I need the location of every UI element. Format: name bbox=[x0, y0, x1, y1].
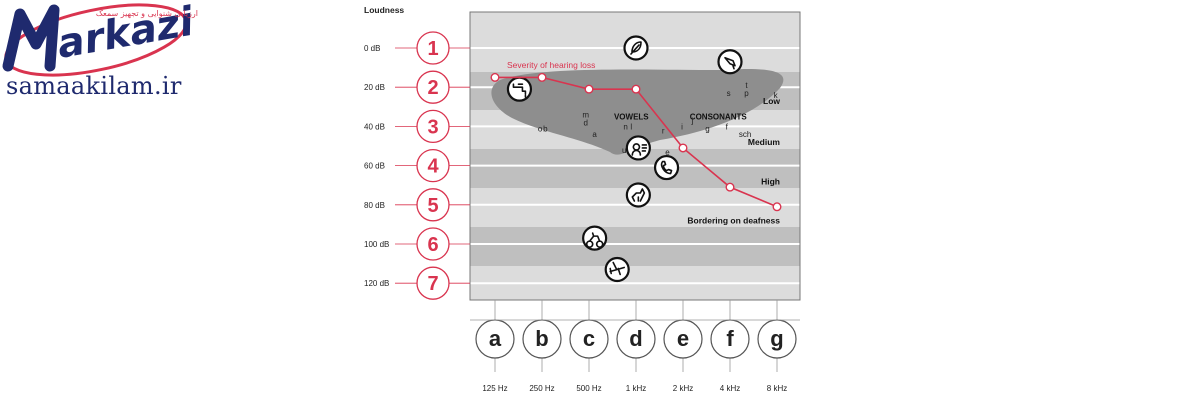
y-number-circle bbox=[416, 266, 450, 300]
dog-icon-glyph bbox=[631, 188, 646, 202]
y-tick-label: 120 dB bbox=[364, 279, 389, 288]
phoneme: t bbox=[745, 81, 748, 90]
y-number-circle bbox=[416, 31, 450, 65]
x-letter: c bbox=[583, 326, 595, 351]
faucet-icon bbox=[506, 76, 533, 102]
degree-label: Medium bbox=[748, 137, 781, 147]
phoneme: n bbox=[623, 122, 627, 131]
phoneme: s bbox=[727, 89, 731, 98]
dog-icon bbox=[625, 182, 651, 208]
phoneme: l bbox=[630, 122, 632, 131]
y-number-circle bbox=[416, 70, 450, 104]
hearing-loss-point bbox=[725, 182, 735, 192]
bird-icon bbox=[717, 49, 743, 75]
telephone-icon-ring bbox=[653, 154, 680, 181]
x-tick-label: 1 kHz bbox=[626, 384, 646, 393]
plot-frame bbox=[469, 11, 801, 301]
phoneme: g bbox=[705, 124, 709, 133]
motorcycle-icon-ring bbox=[582, 225, 608, 251]
x-letter: f bbox=[726, 326, 734, 351]
hearing-loss-point bbox=[631, 84, 641, 94]
motorcycle-icon-glyph bbox=[585, 232, 604, 248]
faucet-icon-ring bbox=[506, 76, 533, 102]
hearing-loss-point bbox=[537, 72, 547, 82]
speaking-person-icon bbox=[625, 135, 651, 161]
x-tick-label: 2 kHz bbox=[673, 384, 693, 393]
series-label: Severity of hearing loss bbox=[507, 60, 595, 70]
hearing-loss-point bbox=[772, 202, 782, 212]
speech-area bbox=[491, 68, 784, 155]
degree-label: Bordering on deafness bbox=[687, 215, 780, 225]
y-number: 7 bbox=[427, 273, 438, 295]
phoneme: p bbox=[744, 89, 749, 98]
x-tick-label: 8 kHz bbox=[767, 384, 787, 393]
leaf-icon-glyph bbox=[630, 41, 642, 55]
y-number: 2 bbox=[427, 77, 438, 99]
speech-label: VOWELS bbox=[614, 113, 649, 122]
bird-icon-glyph bbox=[724, 56, 736, 70]
airplane-icon-glyph bbox=[609, 261, 626, 276]
y-tick-label: 60 dB bbox=[364, 162, 385, 171]
y-number: 6 bbox=[427, 234, 438, 256]
phoneme: d bbox=[583, 118, 587, 127]
motorcycle-icon bbox=[582, 225, 608, 251]
telephone-icon bbox=[653, 154, 680, 181]
phoneme: sch bbox=[739, 130, 751, 139]
y-number: 4 bbox=[427, 156, 439, 178]
degree-label: Low bbox=[763, 96, 780, 106]
x-letter: a bbox=[489, 326, 502, 351]
telephone-icon-glyph bbox=[660, 160, 673, 175]
speech-label: CONSONANTS bbox=[690, 113, 748, 122]
y-tick-label: 20 dB bbox=[364, 83, 385, 92]
x-tick-label: 500 Hz bbox=[576, 384, 601, 393]
hearing-loss-point bbox=[584, 84, 594, 94]
faucet-icon-glyph bbox=[512, 83, 527, 98]
x-letter: e bbox=[677, 326, 689, 351]
phoneme: f bbox=[726, 122, 729, 131]
degree-label: High bbox=[761, 176, 780, 186]
y-number-circle bbox=[416, 227, 450, 261]
x-tick-label: 4 kHz bbox=[720, 384, 740, 393]
x-letter: b bbox=[535, 326, 548, 351]
band-6 bbox=[470, 227, 800, 266]
hearing-loss-point bbox=[490, 72, 500, 82]
x-tick-label: 250 Hz bbox=[529, 384, 554, 393]
dog-icon-ring bbox=[625, 182, 651, 208]
phoneme: k bbox=[774, 91, 779, 100]
y-number-circle bbox=[416, 109, 450, 144]
y-number: 3 bbox=[427, 116, 438, 138]
phoneme: b bbox=[543, 124, 548, 133]
y-number-circle bbox=[416, 188, 450, 222]
audiogram-chart: Loudness 0 dB 120 dB 240 dB 360 dB 480 dB 510… bbox=[364, 5, 801, 393]
markazi-logo: arkazi ارزیابی شنوایی و تجهیز سمعک bbox=[2, 0, 198, 77]
site-url: samaakilam.ir bbox=[6, 72, 182, 100]
phoneme: e bbox=[665, 148, 670, 157]
y-tick-label: 100 dB bbox=[364, 240, 389, 249]
x-tick-label: 125 Hz bbox=[482, 384, 507, 393]
y-number-circle bbox=[416, 148, 450, 183]
bird-icon-ring bbox=[717, 49, 743, 75]
phoneme: i bbox=[681, 122, 683, 131]
logo-tagline: ارزیابی شنوایی و تجهیز سمعک bbox=[96, 9, 198, 18]
phoneme: o bbox=[538, 124, 543, 133]
x-letter: d bbox=[629, 326, 642, 351]
phoneme: m bbox=[582, 111, 589, 120]
airplane-icon bbox=[604, 256, 630, 283]
y-number: 1 bbox=[427, 38, 438, 60]
y-tick-label: 40 dB bbox=[364, 122, 385, 131]
y-tick-label: 80 dB bbox=[364, 201, 385, 210]
phoneme: r bbox=[662, 126, 665, 135]
phoneme: j bbox=[691, 117, 694, 126]
y-axis-label: Loudness bbox=[364, 5, 404, 15]
speaking-person-icon-glyph bbox=[631, 143, 648, 156]
leaf-icon bbox=[623, 35, 649, 61]
x-letter: g bbox=[770, 326, 783, 351]
y-tick-label: 0 dB bbox=[364, 44, 380, 53]
phoneme: a bbox=[592, 130, 597, 139]
hearing-loss-point bbox=[678, 143, 688, 153]
phoneme: u bbox=[622, 146, 626, 155]
y-number: 5 bbox=[427, 195, 438, 217]
